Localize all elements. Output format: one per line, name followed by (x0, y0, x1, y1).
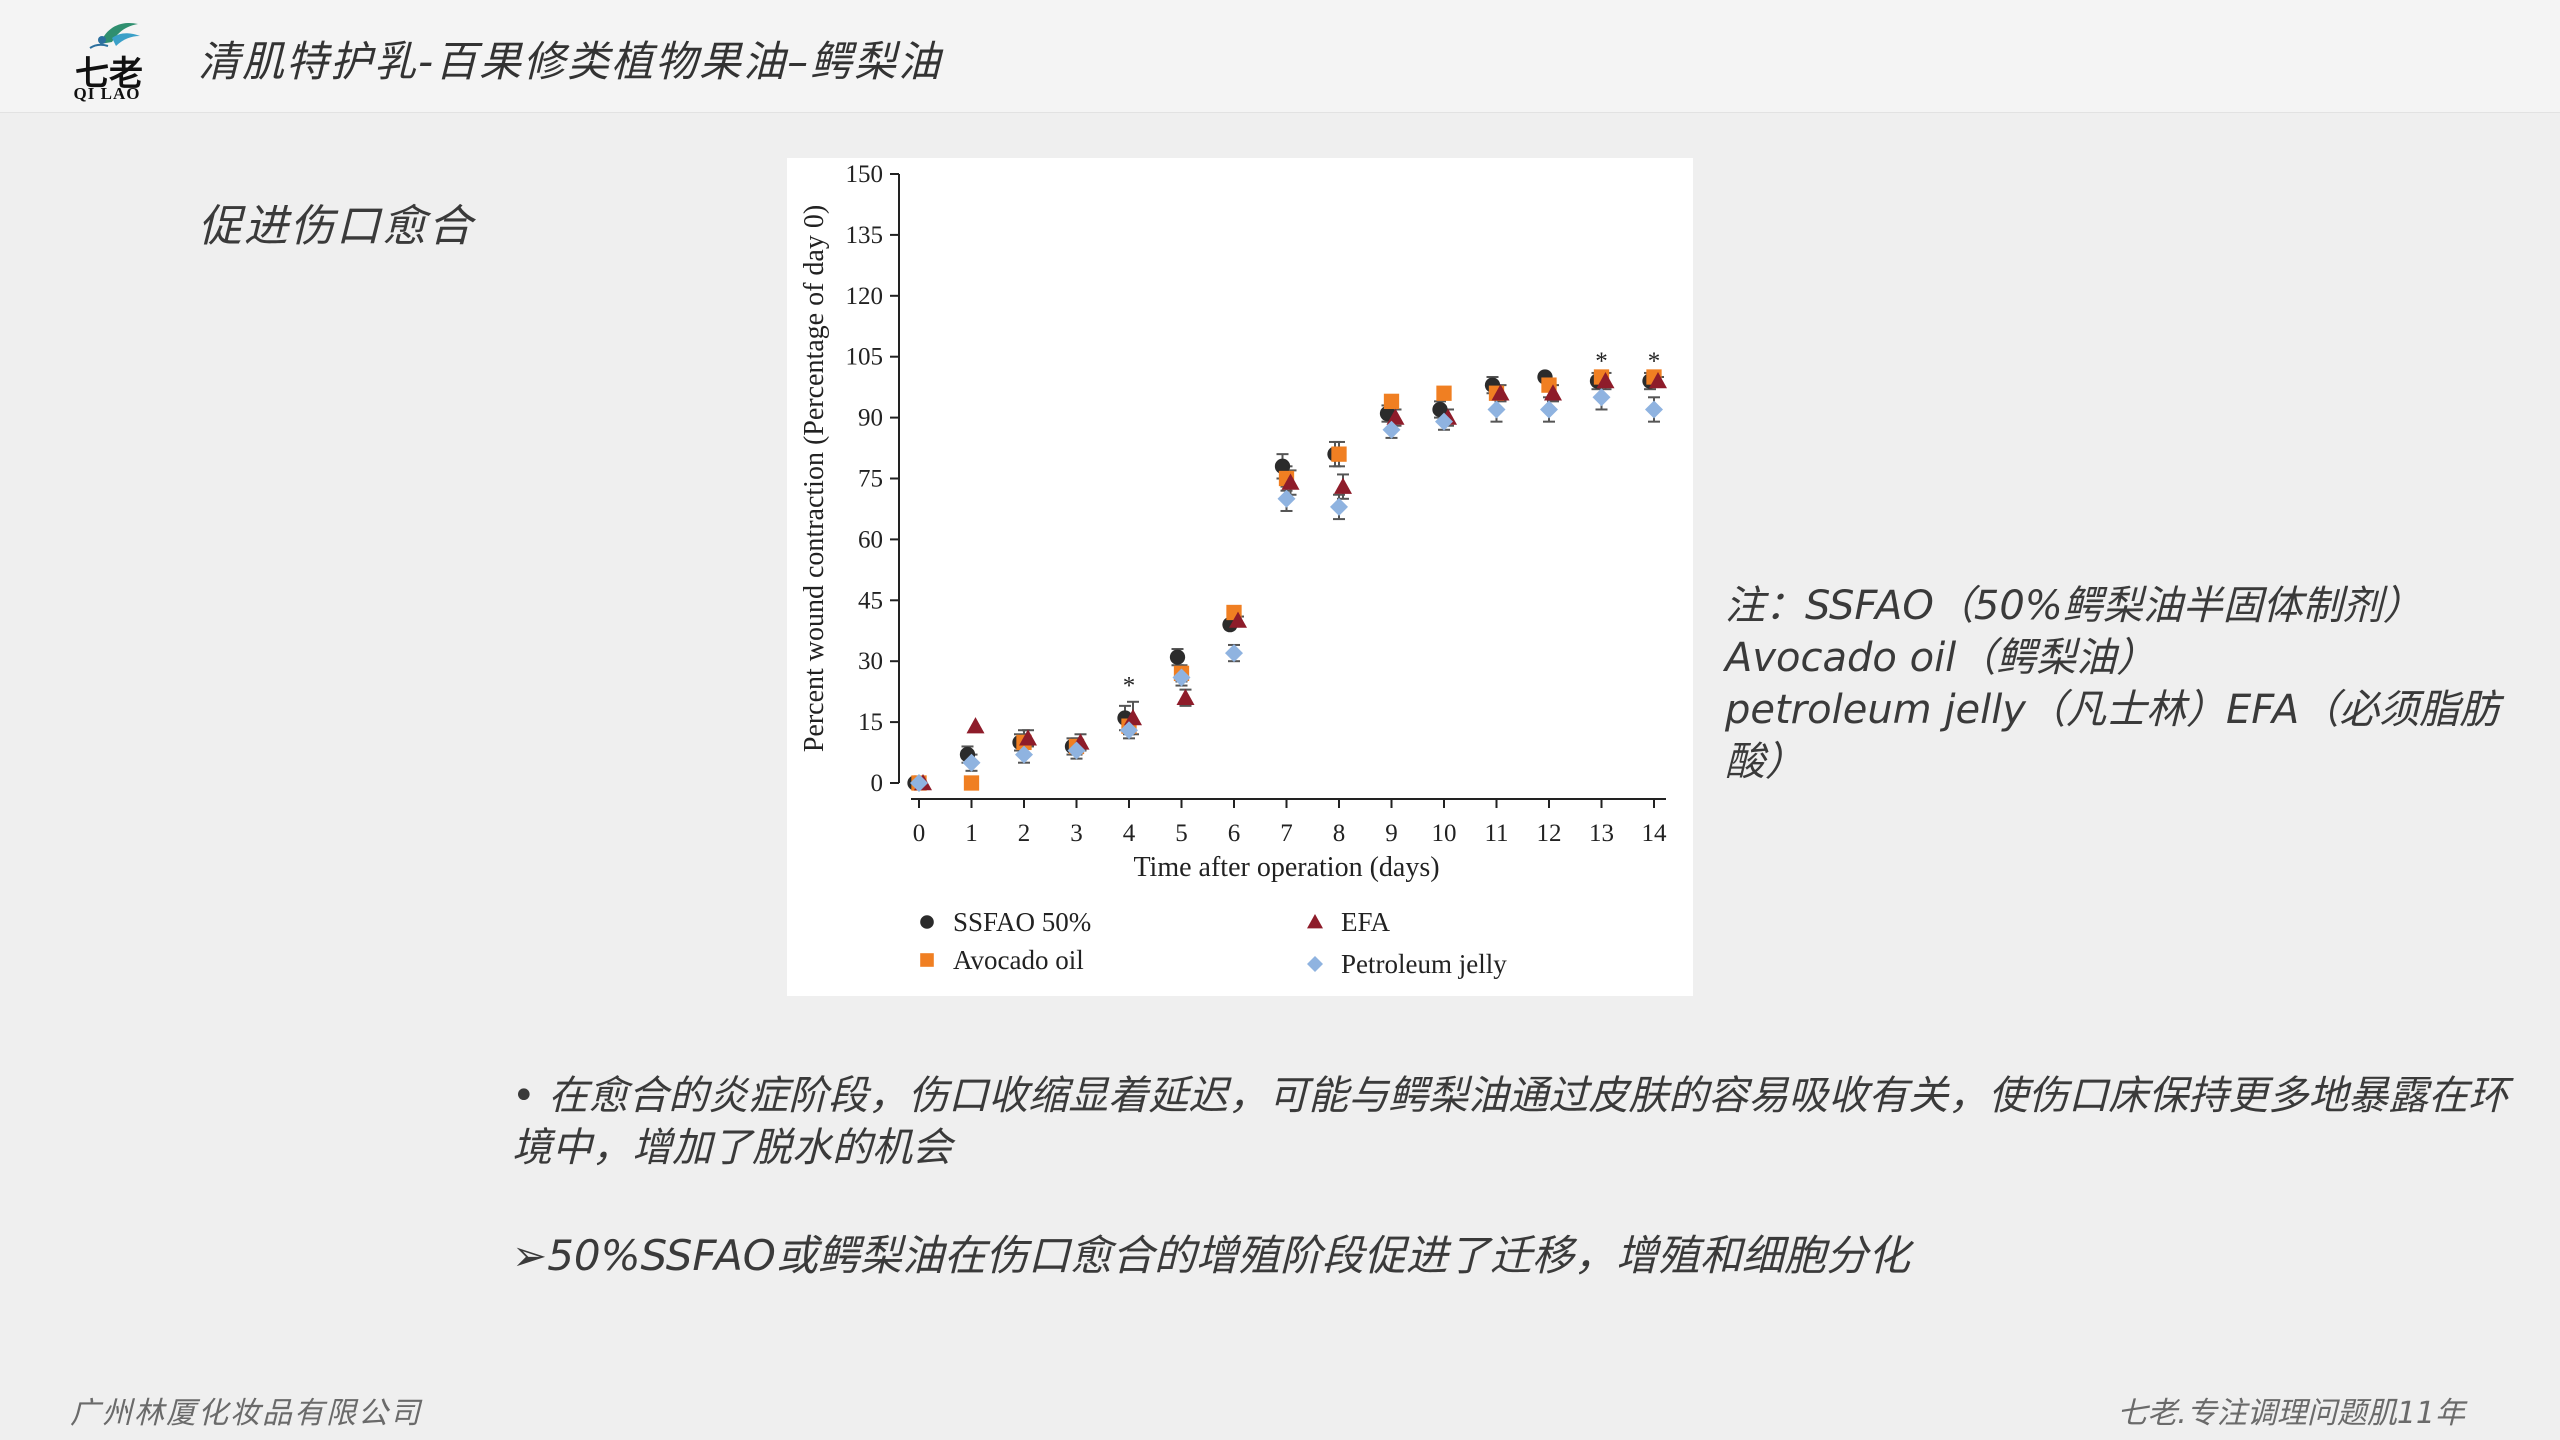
point-petroleum-jelly (962, 753, 981, 772)
x-tick-label: 10 (1432, 820, 1457, 847)
x-tick-label: 6 (1228, 820, 1241, 847)
legend-label-avocado-oil: Avocado oil (953, 945, 1084, 975)
y-tick-label: 0 (871, 770, 884, 797)
point-avocado-oil (1331, 446, 1347, 462)
note-line-1: 注：SSFAO（50%鳄梨油半固体制剂） (1725, 583, 2423, 629)
legend-label-ssfao-50: SSFAO 50% (953, 907, 1091, 937)
x-tick-label: 11 (1484, 820, 1508, 847)
point-efa (1544, 384, 1562, 401)
point-ssfao-50 (1274, 458, 1291, 474)
page-title: 清肌特护乳-百果修类植物果油–鳄梨油 (198, 37, 943, 86)
legend-marker-avocado-oil (920, 953, 934, 967)
x-tick-label: 2 (1018, 820, 1031, 847)
x-tick-label: 3 (1070, 820, 1083, 847)
significance-asterisk: * (1123, 673, 1136, 700)
chart-error-bars (961, 371, 1664, 772)
x-tick-label: 9 (1385, 820, 1398, 847)
x-tick-label: 0 (913, 820, 926, 847)
legend-marker-ssfao-50 (920, 915, 934, 929)
y-tick-label: 45 (858, 587, 883, 614)
y-tick-label: 30 (858, 648, 883, 675)
point-petroleum-jelly (1015, 745, 1033, 764)
legend-marker-petroleum-jelly (1307, 956, 1323, 972)
point-petroleum-jelly (1382, 420, 1401, 439)
legend-marker-efa (1307, 914, 1323, 929)
chart-annotations: * * * (1123, 348, 1661, 700)
y-tick-label: 60 (858, 526, 883, 553)
point-petroleum-jelly (1330, 497, 1348, 516)
point-efa (1124, 709, 1142, 726)
legend-label-petroleum-jelly: Petroleum jelly (1341, 949, 1507, 979)
chart-marks (907, 369, 1667, 792)
header-bar: 七老 QI LAO 清肌特护乳-百果修类植物果油–鳄梨油 (0, 0, 2560, 113)
significance-asterisk: * (1595, 348, 1608, 375)
point-efa (1334, 477, 1352, 494)
point-efa (1596, 372, 1615, 389)
logo-cn-text: 七老 (75, 54, 143, 94)
point-efa (1649, 372, 1667, 389)
point-petroleum-jelly (1435, 412, 1453, 431)
point-petroleum-jelly (1645, 400, 1663, 419)
point-efa (1491, 384, 1510, 401)
bullet-inflammation-phase: • 在愈合的炎症阶段，伤口收缩显着延迟，可能与鳄梨油通过皮肤的容易吸收有关，使伤… (512, 1073, 2509, 1171)
point-petroleum-jelly (1540, 400, 1558, 419)
point-petroleum-jelly (1225, 644, 1243, 663)
x-tick-label: 4 (1123, 820, 1136, 847)
footer-company: 广州林厦化妆品有限公司 (70, 1396, 422, 1431)
logo: 七老 QI LAO (60, 14, 154, 103)
point-avocado-oil (1383, 393, 1400, 410)
point-petroleum-jelly (910, 774, 928, 792)
y-tick-label: 135 (846, 222, 884, 249)
x-tick-label: 7 (1280, 820, 1293, 847)
y-tick-label: 105 (846, 344, 884, 371)
abbreviation-note: 注：SSFAO（50%鳄梨油半固体制剂） Avocado oil（鳄梨油） pe… (1725, 580, 2545, 788)
legend-label-efa: EFA (1341, 907, 1391, 937)
y-tick-label: 75 (858, 466, 883, 493)
y-tick-label: 150 (846, 161, 884, 188)
x-tick-label: 1 (965, 820, 978, 847)
x-tick-label: 14 (1642, 820, 1668, 847)
y-tick-label: 120 (846, 283, 884, 310)
section-title: 促进伤口愈合 (198, 201, 474, 252)
point-efa (1019, 729, 1037, 746)
chart-legend: SSFAO 50% Avocado oil EFA Petroleum jelly (920, 907, 1507, 979)
point-petroleum-jelly (1277, 489, 1296, 508)
wound-contraction-chart: 0 15 30 45 60 75 90 105 120 135 150 0 1 2 3 4 5 6 7 8 9 10 11 1… (787, 158, 1693, 996)
point-avocado-oil (1436, 385, 1452, 401)
x-tick-label: 8 (1333, 820, 1346, 847)
point-petroleum-jelly (1172, 668, 1191, 687)
point-petroleum-jelly (1067, 741, 1086, 760)
bullet-proliferation-phase: ➢50%SSFAO或鳄梨油在伤口愈合的增殖阶段促进了迁移，增殖和细胞分化 (512, 1231, 1910, 1280)
point-petroleum-jelly (1120, 721, 1138, 740)
footer-slogan: 七老.专注调理问题肌11年 (2117, 1396, 2465, 1431)
note-line-4: 酸） (1725, 739, 1805, 785)
point-ssfao-50 (1169, 649, 1186, 665)
bird-logo-icon (89, 22, 140, 49)
note-line-2: Avocado oil（鳄梨油） (1725, 635, 2157, 681)
point-petroleum-jelly (1487, 400, 1506, 419)
point-efa (1281, 473, 1300, 490)
point-efa (1386, 408, 1405, 425)
y-tick-label: 15 (858, 709, 883, 736)
y-axis-label: Percent wound contraction (Percentage of… (799, 205, 830, 752)
x-axis-label: Time after operation (days) (1133, 852, 1439, 883)
point-efa (1176, 688, 1195, 705)
point-efa (966, 717, 985, 734)
point-avocado-oil (963, 775, 980, 791)
x-tick-label: 13 (1589, 820, 1614, 847)
note-line-3: petroleum jelly（凡士林）EFA（必须脂肪 (1725, 687, 2500, 733)
y-tick-label: 90 (858, 405, 883, 432)
x-tick-label: 5 (1175, 820, 1188, 847)
x-tick-label: 12 (1537, 820, 1562, 847)
significance-asterisk: * (1648, 348, 1661, 375)
point-petroleum-jelly (1592, 388, 1611, 407)
logo-en-text: QI LAO (73, 84, 141, 103)
point-efa (1229, 611, 1247, 628)
